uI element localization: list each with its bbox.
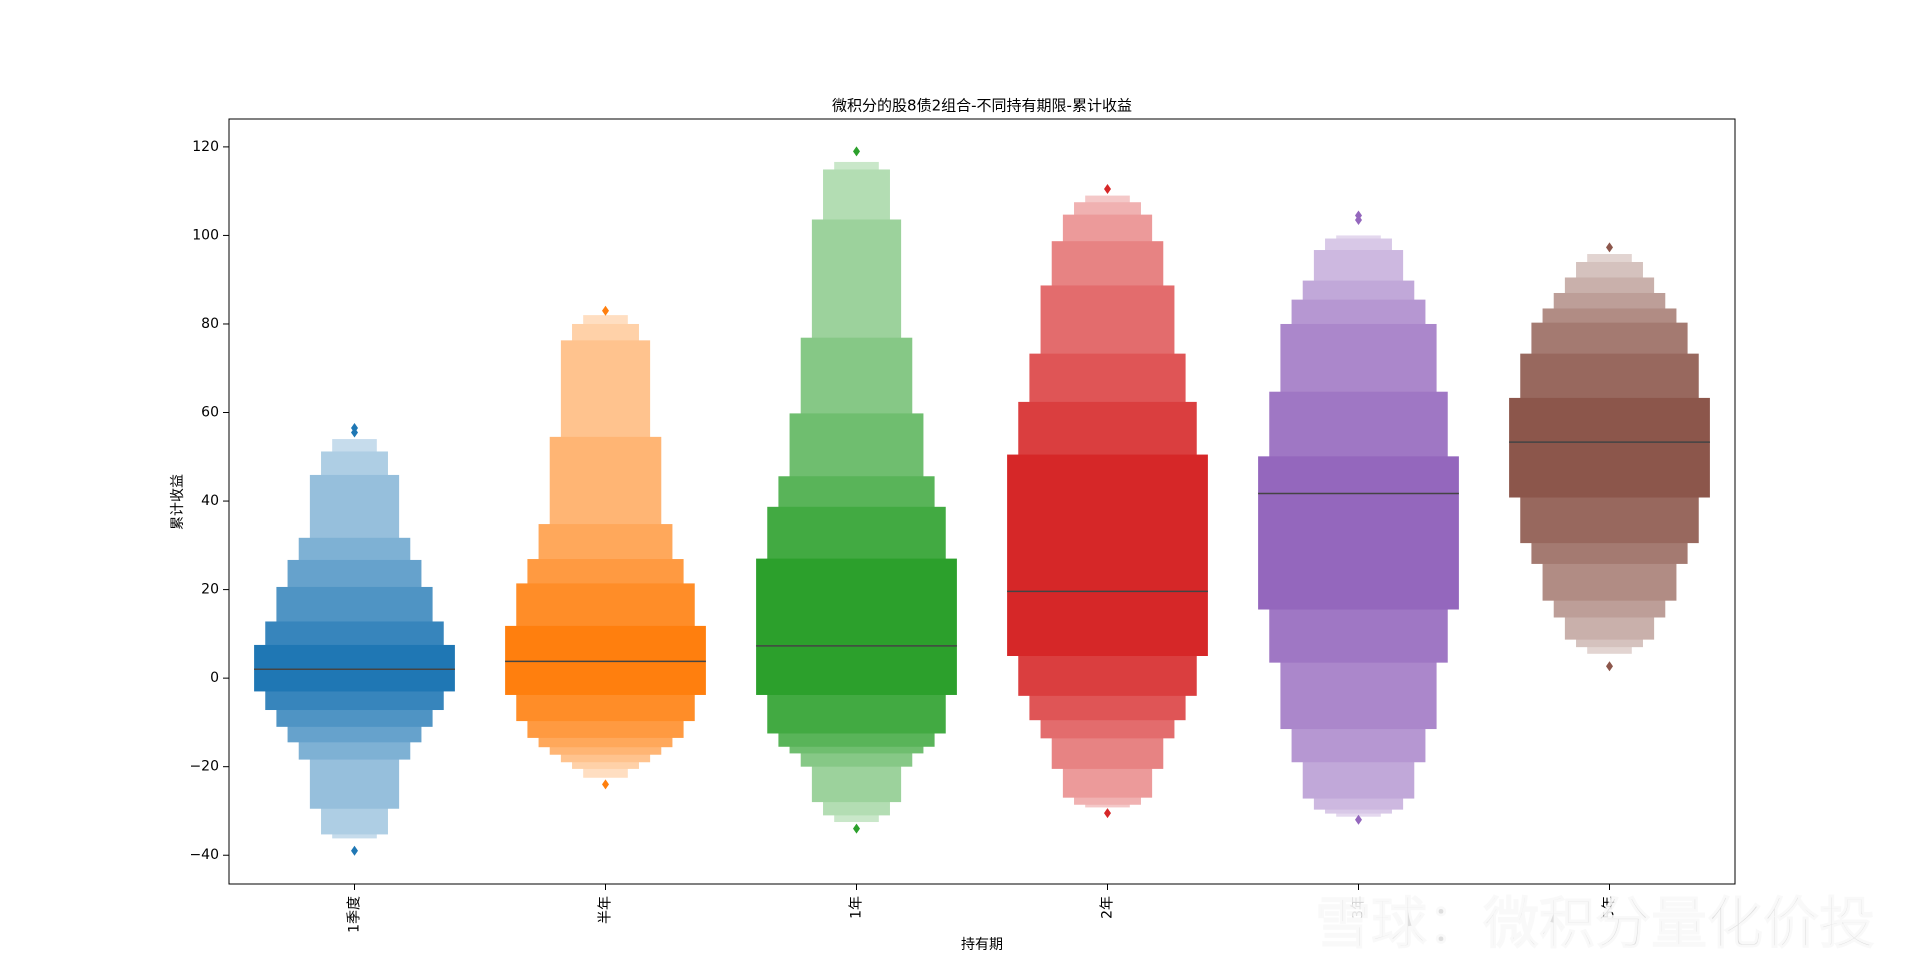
outlier [853, 146, 860, 157]
outlier [1606, 242, 1613, 253]
y-tick-label: 0 [210, 670, 219, 686]
outlier [602, 779, 609, 790]
x-tick-label: 1季度 [347, 896, 363, 933]
y-tick-label: 80 [201, 316, 219, 332]
boxen-box [1258, 456, 1459, 610]
y-tick-label: 100 [192, 227, 219, 243]
x-tick-label: 5年 [1602, 896, 1618, 919]
y-tick-label: 20 [201, 582, 219, 598]
outlier [602, 305, 609, 316]
outlier [1104, 808, 1111, 819]
boxen-box [254, 644, 455, 692]
outlier [1606, 661, 1613, 672]
outlier [1104, 183, 1111, 194]
plot-frame [228, 118, 1736, 885]
y-axis-label: 累计收益 [170, 474, 186, 530]
x-axis-label: 持有期 [961, 937, 1003, 953]
y-tick-label: −40 [189, 847, 219, 863]
outlier [351, 427, 358, 438]
boxen-box [756, 558, 957, 695]
watermark: 雪球：微积分量化价投 [1315, 892, 1875, 957]
x-tick-label: 半年 [598, 896, 614, 924]
outlier [853, 823, 860, 834]
boxen-box [1007, 454, 1208, 657]
y-tick-label: 120 [192, 139, 219, 155]
y-tick-label: 60 [201, 405, 219, 421]
boxen-box [1509, 397, 1710, 498]
x-tick-label: 2年 [1100, 896, 1116, 919]
outlier [1355, 214, 1362, 225]
outlier [1355, 814, 1362, 825]
x-tick-label: 3年 [1351, 896, 1367, 919]
boxen-box [505, 625, 706, 695]
y-tick-label: −20 [189, 759, 219, 775]
x-tick-label: 1年 [849, 896, 865, 919]
y-tick-label: 40 [201, 493, 219, 509]
outlier [351, 845, 358, 856]
chart-title: 微积分的股8债2组合-不同持有期限-累计收益 [832, 97, 1132, 115]
